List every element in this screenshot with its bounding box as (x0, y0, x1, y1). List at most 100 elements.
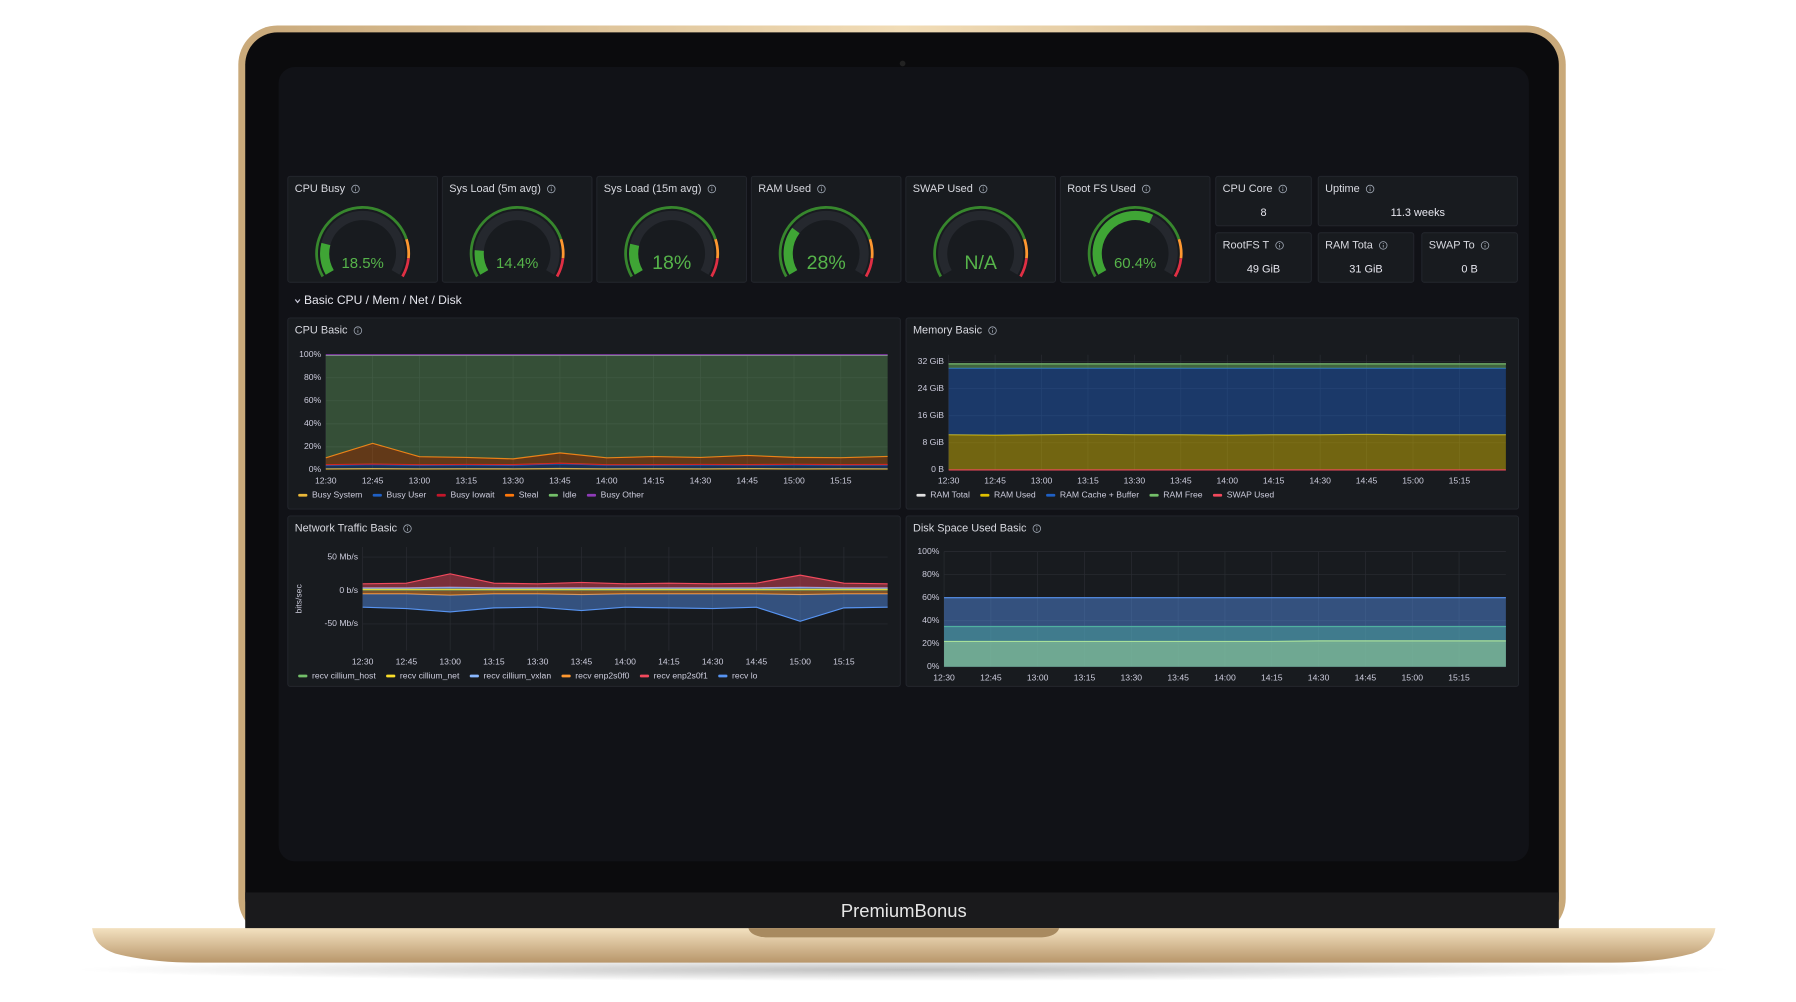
x-tick-label: 15:15 (830, 476, 852, 486)
gauge-threshold (315, 206, 408, 278)
info-icon (817, 184, 826, 194)
x-tick-label: 15:00 (783, 476, 805, 486)
info-icon-dot (982, 186, 984, 188)
panel (1317, 175, 1518, 227)
legend-swatch (586, 493, 597, 497)
x-tick-label: 14:15 (658, 656, 680, 666)
gauge-value: N/A (964, 252, 998, 274)
notch (748, 928, 1060, 938)
y-tick-label: 60% (922, 592, 940, 602)
series-area (948, 363, 1506, 369)
panel-title: Uptime (1325, 183, 1360, 195)
legend-label: Idle (563, 490, 577, 500)
legend-label: Busy User (387, 490, 427, 500)
gauge-threshold (555, 258, 565, 278)
gauge-value-arc (783, 227, 800, 275)
panel-title: Root FS Used (1067, 183, 1136, 195)
info-icon (353, 326, 363, 335)
x-tick-label: 14:30 (1309, 476, 1331, 486)
x-tick-label: 15:15 (1449, 476, 1471, 486)
chin (245, 892, 1559, 931)
legend-label: Busy Other (601, 490, 644, 500)
panel (1215, 175, 1312, 227)
panel (1215, 232, 1312, 283)
legend-label: RAM Used (994, 490, 1036, 500)
collapse-chevron[interactable] (294, 299, 301, 304)
info-icon-dot (1369, 186, 1371, 188)
x-tick-label: 14:30 (1308, 673, 1330, 683)
section-title[interactable]: Basic CPU / Mem / Net / Disk (304, 293, 463, 307)
series-line (362, 593, 888, 596)
info-icon-dot (357, 328, 359, 330)
gauge-track (938, 210, 1024, 275)
gauge-threshold (1019, 258, 1028, 278)
y-tick-label: 40% (922, 615, 940, 625)
y-tick-label: 20% (304, 441, 322, 451)
panel-title: SWAP To (1429, 239, 1475, 251)
legend-label: SWAP Used (1227, 490, 1275, 500)
legend-label: Busy Iowait (450, 490, 495, 500)
gauge-value: 18.5% (341, 255, 383, 272)
info-icon-dot (711, 186, 713, 188)
info-icon-dot (406, 526, 408, 528)
panel-title: CPU Core (1223, 183, 1273, 195)
stat-value: 49 GiB (1247, 263, 1280, 275)
info-icon (403, 524, 412, 533)
series-area (948, 368, 1506, 436)
panel-title: RootFS T (1223, 239, 1270, 251)
x-tick-label: 13:45 (571, 656, 593, 666)
series-area (362, 593, 888, 622)
x-tick-label: 13:15 (1074, 673, 1096, 683)
x-tick-label: 12:30 (938, 476, 960, 486)
x-tick-label: 13:30 (527, 656, 549, 666)
series-area (944, 597, 1506, 667)
info-icon-dot (1382, 243, 1384, 245)
stat-value: 0 B (1461, 263, 1477, 275)
info-icon (707, 184, 717, 194)
panel (1421, 232, 1518, 283)
series-area (944, 626, 1506, 667)
series-area (325, 443, 888, 465)
legend-label: RAM Total (930, 490, 970, 500)
y-tick-label: -50 Mb/s (324, 618, 358, 628)
info-icon-dot (1279, 243, 1281, 245)
legend-swatch (718, 674, 728, 678)
legend-label: recv cillium_host (312, 670, 376, 680)
panel (287, 515, 901, 687)
stat-value: 8 (1260, 207, 1266, 219)
gauge-threshold (624, 206, 717, 278)
info-icon (351, 184, 360, 194)
gauge-threshold (405, 238, 411, 259)
y-tick-label: 20% (922, 638, 940, 648)
x-tick-label: 13:45 (1167, 673, 1189, 683)
series-line (362, 573, 888, 585)
gauge-value: 28% (807, 252, 846, 274)
y-tick-label: 80% (922, 569, 940, 579)
panel (905, 317, 1520, 510)
legend-label: recv enp2s0f1 (654, 670, 708, 680)
brand: PremiumBonus (841, 900, 967, 921)
panel-title: Sys Load (15m avg) (604, 183, 702, 195)
legend-swatch (548, 493, 558, 497)
x-tick-label: 12:45 (396, 656, 418, 666)
gauge-threshold (1177, 238, 1183, 259)
shadow (74, 958, 1733, 982)
gauge-value: 60.4% (1114, 255, 1156, 272)
y-tick-label: 80% (304, 372, 322, 382)
panel-title: Sys Load (5m avg) (449, 183, 541, 195)
legend-swatch (504, 493, 515, 497)
x-tick-label: 13:30 (1121, 673, 1143, 683)
legend-label: Busy System (312, 490, 362, 500)
legend-label: Steal (519, 490, 539, 500)
x-tick-label: 14:45 (1356, 476, 1378, 486)
info-icon-dot (991, 328, 994, 330)
legend-swatch (639, 674, 650, 678)
info-icon (1480, 241, 1490, 250)
stat-value: 31 GiB (1349, 263, 1382, 275)
info-icon (1275, 241, 1284, 250)
series-area (362, 573, 888, 588)
x-tick-label: 13:00 (1031, 476, 1053, 486)
gauge-value-arc (1092, 210, 1154, 275)
panel-title: RAM Used (758, 183, 811, 195)
